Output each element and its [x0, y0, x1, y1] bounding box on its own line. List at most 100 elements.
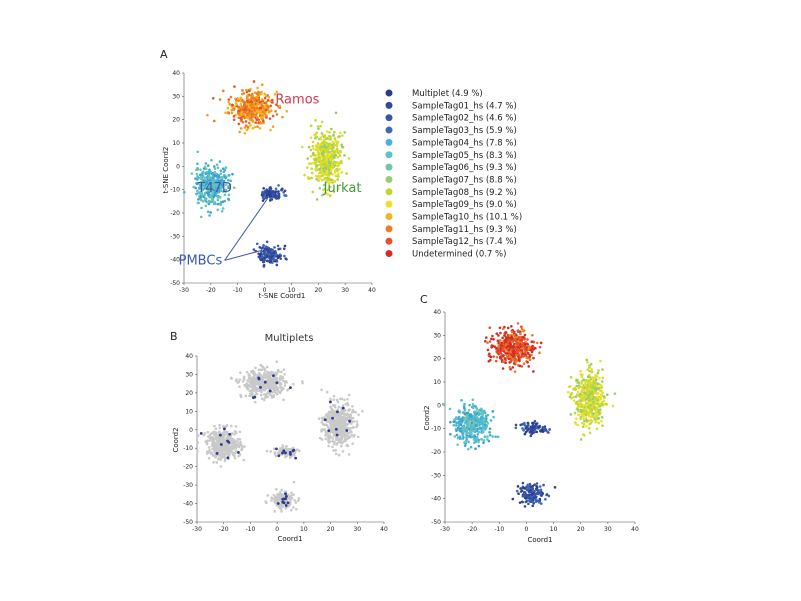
panel-b-x-tick-label: -10: [246, 526, 256, 533]
panel-a-point: [264, 101, 268, 105]
panel-a-point: [320, 174, 323, 178]
panel-a-point: [332, 146, 335, 150]
panel-b-point: [276, 498, 280, 502]
panel-a-point: [328, 171, 332, 175]
panel-c-point: [568, 395, 572, 399]
panel-c-point: [505, 356, 509, 360]
panel-c-point: [489, 337, 493, 341]
panel-c-x-tick-label: -10: [494, 526, 504, 533]
panel-b-point: [215, 445, 218, 448]
panel-a-point: [314, 119, 317, 122]
panel-c-point: [596, 382, 600, 385]
panel-a-cluster: [252, 240, 288, 268]
panel-b-point: [325, 424, 329, 427]
panel-a-point: [322, 139, 326, 142]
panel-c-point: [501, 336, 504, 340]
panel-b-multiplet-point: [275, 447, 278, 451]
panel-a-point: [247, 105, 251, 109]
panel-b-axes: -30 -20 -10 0 10 20 30 40403020100-10-20-30-40-…: [183, 353, 388, 533]
panel-b-point: [350, 433, 354, 437]
panel-a-point: [341, 145, 345, 149]
panel-a-point: [327, 178, 331, 181]
panel-a-point: [203, 176, 206, 180]
panel-c-point: [583, 405, 587, 409]
panel-b-point: [345, 443, 349, 447]
panel-a-point: [192, 185, 196, 189]
panel-c-point: [489, 355, 493, 359]
panel-b-point: [338, 426, 342, 430]
panel-b-point: [350, 422, 353, 425]
panel-c-point: [512, 333, 516, 337]
panel-a-point: [263, 92, 266, 96]
panel-c-point: [574, 395, 578, 398]
panel-c-point: [473, 416, 477, 420]
panel-c-point: [592, 415, 595, 419]
panel-c-point: [461, 432, 465, 436]
panel-c-point: [470, 421, 474, 425]
panel-a-point: [267, 95, 271, 99]
panel-c-point: [530, 340, 534, 344]
panel-b-point: [342, 411, 345, 414]
panel-c-point: [611, 404, 615, 408]
panel-a-point: [327, 175, 330, 178]
panel-a-point: [325, 130, 329, 133]
legend-item: Multiplet (4.9 %): [385, 89, 483, 99]
panel-b-point: [321, 418, 324, 422]
panel-a-point: [320, 120, 324, 124]
panel-a-point: [199, 195, 203, 199]
panel-c-point: [465, 423, 469, 427]
panel-a-point: [246, 99, 249, 103]
panel-b-multiplet-point: [263, 380, 267, 384]
panel-c-point: [525, 485, 528, 489]
panel-b-point: [346, 403, 350, 407]
panel-c-cluster: [566, 358, 617, 441]
panel-c-point: [572, 395, 575, 399]
panel-a-point: [328, 158, 332, 161]
panel-a-point: [217, 186, 220, 190]
panel-b-point: [253, 372, 257, 376]
panel-a-point: [259, 115, 263, 119]
panel-b-point: [335, 442, 339, 446]
panel-c-point: [601, 391, 604, 395]
panel-c-point: [488, 430, 491, 434]
panel-a-point: [334, 139, 337, 143]
panel-c-point: [605, 393, 609, 396]
panel-c-point: [580, 405, 584, 408]
panel-a-point: [198, 187, 201, 190]
panel-c-point: [595, 427, 599, 431]
panel-c-point: [590, 420, 594, 423]
panel-a-point: [258, 245, 262, 249]
panel-b-point: [218, 426, 222, 430]
panel-c-point: [481, 424, 485, 428]
panel-a-point: [232, 186, 236, 189]
panel-a-point: [221, 184, 225, 188]
panel-c-point: [516, 347, 519, 351]
panel-a-point: [201, 200, 205, 203]
panel-a-point: [324, 136, 327, 140]
panel-c-point: [514, 360, 517, 364]
cluster-label-pmbcs: PMBCs: [179, 253, 223, 268]
panel-b-point: [218, 430, 221, 434]
panel-a-point: [309, 124, 313, 128]
panel-c-point: [569, 375, 573, 379]
panel-c-point: [528, 358, 532, 362]
panel-a-point: [227, 111, 231, 115]
panel-a-point: [309, 154, 313, 158]
panel-b-point: [327, 410, 331, 414]
panel-a-point: [269, 128, 272, 132]
panel-c-point: [508, 338, 511, 342]
panel-a-point: [328, 194, 332, 197]
panel-c-point: [583, 411, 587, 414]
panel-c-point: [467, 440, 470, 444]
panel-b-point: [340, 444, 343, 448]
panel-c-x-tick-label: -30: [440, 526, 450, 533]
panel-c-point: [539, 492, 543, 496]
cluster-label-jurkat: Jurkat: [323, 181, 362, 196]
panel-c-x-axis-label: Coord1: [527, 536, 552, 544]
panel-b-point: [329, 431, 332, 434]
panel-a-point: [252, 80, 256, 83]
panel-c-point: [523, 349, 527, 352]
panel-b-point: [278, 377, 282, 380]
panel-b-point: [320, 416, 324, 420]
panel-c-point: [590, 388, 593, 392]
